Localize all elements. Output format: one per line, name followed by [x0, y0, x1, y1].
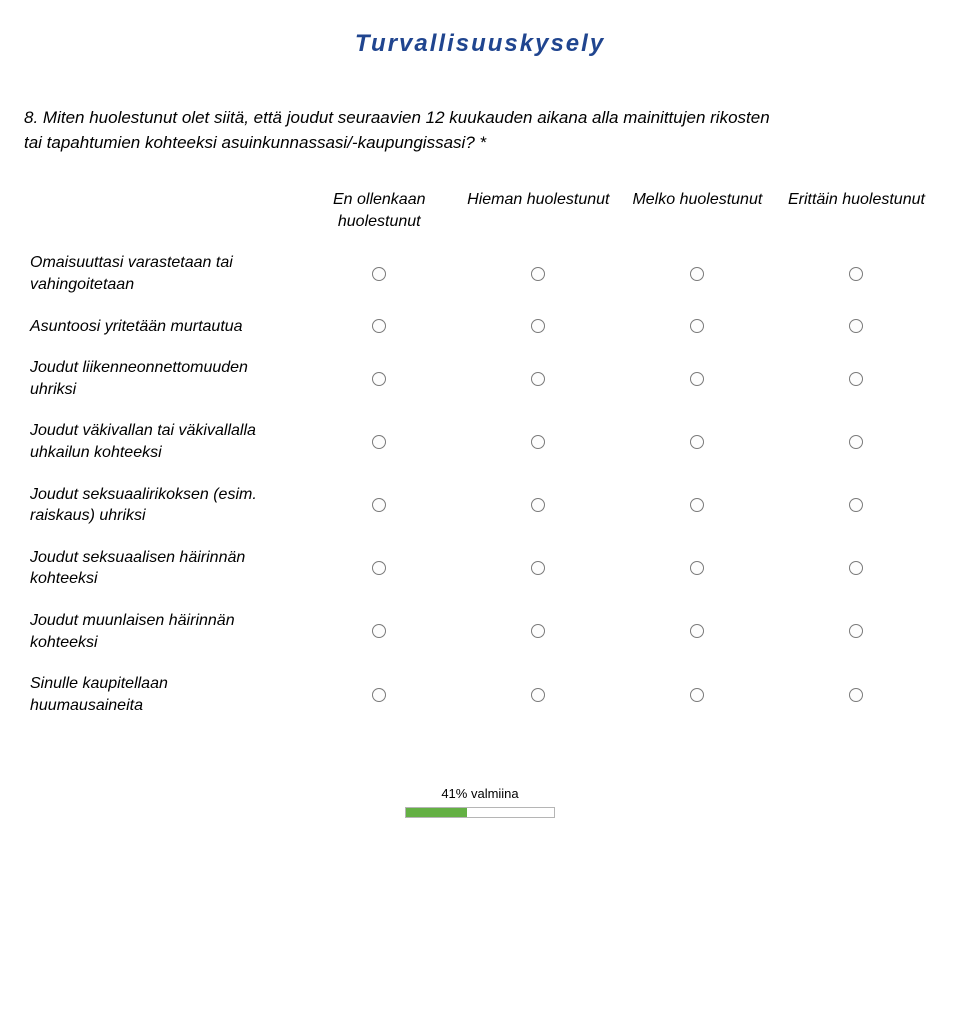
radio-cell[interactable]: [777, 242, 936, 305]
page-title: Turvallisuuskysely: [24, 30, 936, 58]
radio-button[interactable]: [372, 319, 386, 333]
radio-cell[interactable]: [300, 306, 459, 348]
radio-button[interactable]: [531, 624, 545, 638]
radio-cell[interactable]: [618, 242, 777, 305]
radio-cell[interactable]: [459, 474, 618, 537]
radio-button[interactable]: [690, 372, 704, 386]
progress-section: 41% valmiina: [24, 786, 936, 818]
radio-cell[interactable]: [459, 537, 618, 600]
progress-label: 41% valmiina: [24, 786, 936, 801]
radio-button[interactable]: [849, 688, 863, 702]
radio-cell[interactable]: [618, 410, 777, 473]
row-label: Joudut liikenneonnettomuuden uhriksi: [24, 347, 300, 410]
radio-cell[interactable]: [618, 306, 777, 348]
radio-button[interactable]: [849, 372, 863, 386]
radio-cell[interactable]: [777, 410, 936, 473]
radio-button[interactable]: [690, 267, 704, 281]
radio-button[interactable]: [372, 435, 386, 449]
radio-cell[interactable]: [618, 474, 777, 537]
radio-button[interactable]: [531, 319, 545, 333]
radio-button[interactable]: [531, 267, 545, 281]
radio-button[interactable]: [690, 435, 704, 449]
radio-button[interactable]: [531, 372, 545, 386]
radio-button[interactable]: [849, 561, 863, 575]
radio-cell[interactable]: [300, 347, 459, 410]
radio-button[interactable]: [531, 561, 545, 575]
radio-button[interactable]: [372, 624, 386, 638]
row-label: Joudut väkivallan tai väkivallalla uhkai…: [24, 410, 300, 473]
radio-button[interactable]: [372, 561, 386, 575]
progress-fill: [406, 808, 467, 817]
radio-cell[interactable]: [459, 410, 618, 473]
row-label: Joudut seksuaalisen häirinnän kohteeksi: [24, 537, 300, 600]
radio-button[interactable]: [531, 498, 545, 512]
radio-button[interactable]: [849, 624, 863, 638]
question-number: 8.: [24, 108, 38, 127]
radio-button[interactable]: [372, 372, 386, 386]
radio-button[interactable]: [690, 624, 704, 638]
radio-cell[interactable]: [777, 474, 936, 537]
row-label: Omaisuuttasi varastetaan tai vahingoitet…: [24, 242, 300, 305]
radio-button[interactable]: [849, 319, 863, 333]
radio-cell[interactable]: [459, 306, 618, 348]
radio-button[interactable]: [372, 498, 386, 512]
row-label: Joudut seksuaalirikoksen (esim. raiskaus…: [24, 474, 300, 537]
radio-button[interactable]: [690, 498, 704, 512]
radio-cell[interactable]: [618, 600, 777, 663]
radio-cell[interactable]: [777, 537, 936, 600]
radio-cell[interactable]: [300, 474, 459, 537]
radio-cell[interactable]: [618, 347, 777, 410]
row-label: Asuntoosi yritetään murtautua: [24, 306, 300, 348]
progress-bar: [405, 807, 555, 818]
question-body: Miten huolestunut olet siitä, että joudu…: [24, 108, 770, 152]
radio-cell[interactable]: [459, 242, 618, 305]
radio-button[interactable]: [849, 435, 863, 449]
column-header: Erittäin huolestunut: [777, 179, 936, 242]
radio-cell[interactable]: [300, 537, 459, 600]
matrix-table: En ollenkaan huolestunut Hieman huolestu…: [24, 179, 936, 726]
radio-button[interactable]: [849, 498, 863, 512]
radio-button[interactable]: [531, 688, 545, 702]
column-header: Hieman huolestunut: [459, 179, 618, 242]
radio-cell[interactable]: [777, 663, 936, 726]
radio-cell[interactable]: [459, 663, 618, 726]
row-label: Sinulle kaupitellaan huumausaineita: [24, 663, 300, 726]
column-header: En ollenkaan huolestunut: [300, 179, 459, 242]
question-text: 8. Miten huolestunut olet siitä, että jo…: [24, 106, 784, 155]
radio-cell[interactable]: [459, 347, 618, 410]
radio-button[interactable]: [690, 688, 704, 702]
radio-cell[interactable]: [300, 663, 459, 726]
radio-button[interactable]: [849, 267, 863, 281]
radio-cell[interactable]: [777, 600, 936, 663]
row-label: Joudut muunlaisen häirinnän kohteeksi: [24, 600, 300, 663]
radio-cell[interactable]: [300, 410, 459, 473]
radio-cell[interactable]: [300, 242, 459, 305]
radio-button[interactable]: [372, 688, 386, 702]
radio-button[interactable]: [372, 267, 386, 281]
radio-cell[interactable]: [300, 600, 459, 663]
radio-button[interactable]: [690, 561, 704, 575]
radio-cell[interactable]: [618, 663, 777, 726]
column-header: Melko huolestunut: [618, 179, 777, 242]
radio-cell[interactable]: [459, 600, 618, 663]
radio-cell[interactable]: [777, 347, 936, 410]
radio-cell[interactable]: [618, 537, 777, 600]
radio-button[interactable]: [690, 319, 704, 333]
radio-cell[interactable]: [777, 306, 936, 348]
radio-button[interactable]: [531, 435, 545, 449]
required-marker: *: [480, 133, 487, 152]
